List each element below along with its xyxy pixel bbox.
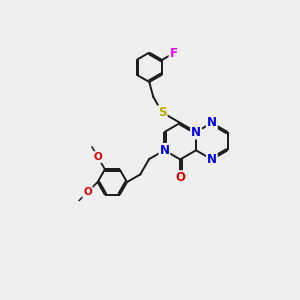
- Text: N: N: [207, 116, 217, 129]
- Text: F: F: [169, 47, 178, 60]
- Text: O: O: [94, 152, 102, 162]
- Text: N: N: [207, 153, 217, 166]
- Text: S: S: [158, 106, 166, 119]
- Text: O: O: [175, 171, 185, 184]
- Text: N: N: [191, 125, 201, 139]
- Text: N: N: [159, 144, 170, 157]
- Text: O: O: [83, 187, 92, 197]
